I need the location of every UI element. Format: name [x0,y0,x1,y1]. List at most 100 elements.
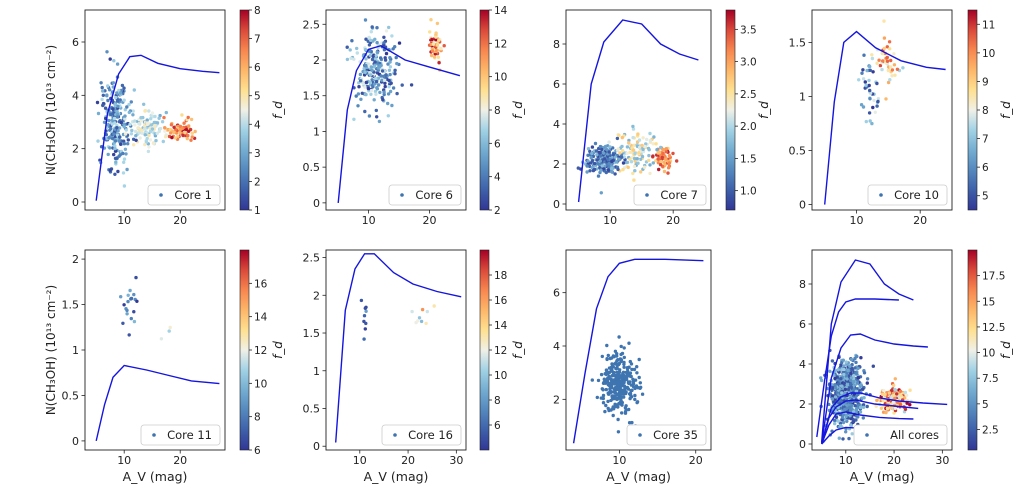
data-point [387,68,392,73]
scatter-points-core6 [345,18,446,124]
legend-marker [393,433,397,437]
data-point [853,366,857,370]
data-point [879,406,884,410]
data-point [659,145,663,150]
data-point [842,364,846,368]
data-point [386,62,390,66]
y-tick-label: 4 [72,89,79,102]
data-point [875,398,879,403]
data-point [849,423,853,427]
data-point [609,398,613,403]
data-point [417,316,422,320]
data-point [425,309,429,314]
data-point [125,167,129,172]
data-point [633,393,637,398]
data-point [155,131,159,136]
data-point [614,160,618,164]
colorbar-gradient [967,249,978,451]
colorbar-gradient [967,9,978,211]
data-point [430,38,434,42]
data-point [121,321,125,325]
x-tick-label: 20 [913,214,927,227]
data-point [630,388,634,393]
data-point [849,357,854,362]
data-point [101,103,105,108]
data-point [356,104,360,108]
data-point [882,19,886,23]
model-line-core35-0 [572,258,704,444]
data-point [862,396,866,400]
data-point [162,115,166,120]
data-point [128,122,132,127]
data-point [882,388,886,393]
legend-box-core6 [388,184,462,206]
data-point [647,148,651,152]
data-point [374,54,378,58]
data-point [600,354,604,359]
x-axis-label: A_V (mag) [850,469,915,484]
data-point [182,121,186,125]
data-point [851,410,856,414]
data-point [885,45,889,49]
colorbar-label: f_d [271,101,285,119]
data-point [123,108,128,112]
data-point [885,59,890,63]
data-point [613,349,618,353]
data-point [861,405,866,409]
data-point [622,362,626,366]
legend-marker [400,193,404,197]
x-tick-label: 10 [353,454,367,467]
data-point [137,131,142,135]
data-point [620,135,624,140]
data-point [350,39,354,43]
legend-marker [865,433,869,437]
data-point [111,107,115,111]
data-point [843,387,848,392]
data-point [876,97,881,101]
data-point [861,68,865,72]
data-point [384,73,388,77]
data-point [360,91,364,96]
data-point [349,56,353,60]
scatter-points-core11 [119,275,172,341]
data-point [590,165,594,170]
data-point [637,145,642,150]
data-point [622,365,626,369]
data-point [664,150,668,154]
colorbar-tick-label: 6 [254,62,261,74]
data-point [832,418,837,423]
colorbar-tick-label: 7.5 [982,373,999,385]
x-axis-label: A_V (mag) [123,469,188,484]
data-point [855,372,859,376]
data-point [164,110,168,115]
data-point [629,160,634,164]
y-tick-label: 6 [72,36,79,49]
data-point [585,170,589,174]
data-point [144,140,149,144]
data-point [611,153,615,157]
data-point [903,390,908,395]
data-point [603,144,608,149]
y-tick-label: 2 [799,398,806,411]
y-tick-label: 1 [799,90,806,103]
data-point [113,156,118,161]
data-point [378,56,383,60]
data-point [382,41,386,45]
plot-frame-all [811,249,953,451]
data-point [362,81,366,86]
data-point [611,371,616,375]
data-point [640,143,644,148]
colorbar-core1: 1 2 3 4 5 6 7 8 f_d [239,5,285,217]
colorbar-tick-label: 14 [494,5,508,17]
data-point [434,31,438,35]
data-point [867,83,871,88]
data-point [125,312,129,316]
data-point [617,388,622,393]
model-line-all-5 [821,411,914,445]
data-point [853,404,857,408]
data-point [625,145,630,149]
data-point [610,166,614,170]
data-point [841,437,845,441]
data-point [871,364,875,368]
data-point [833,421,837,426]
